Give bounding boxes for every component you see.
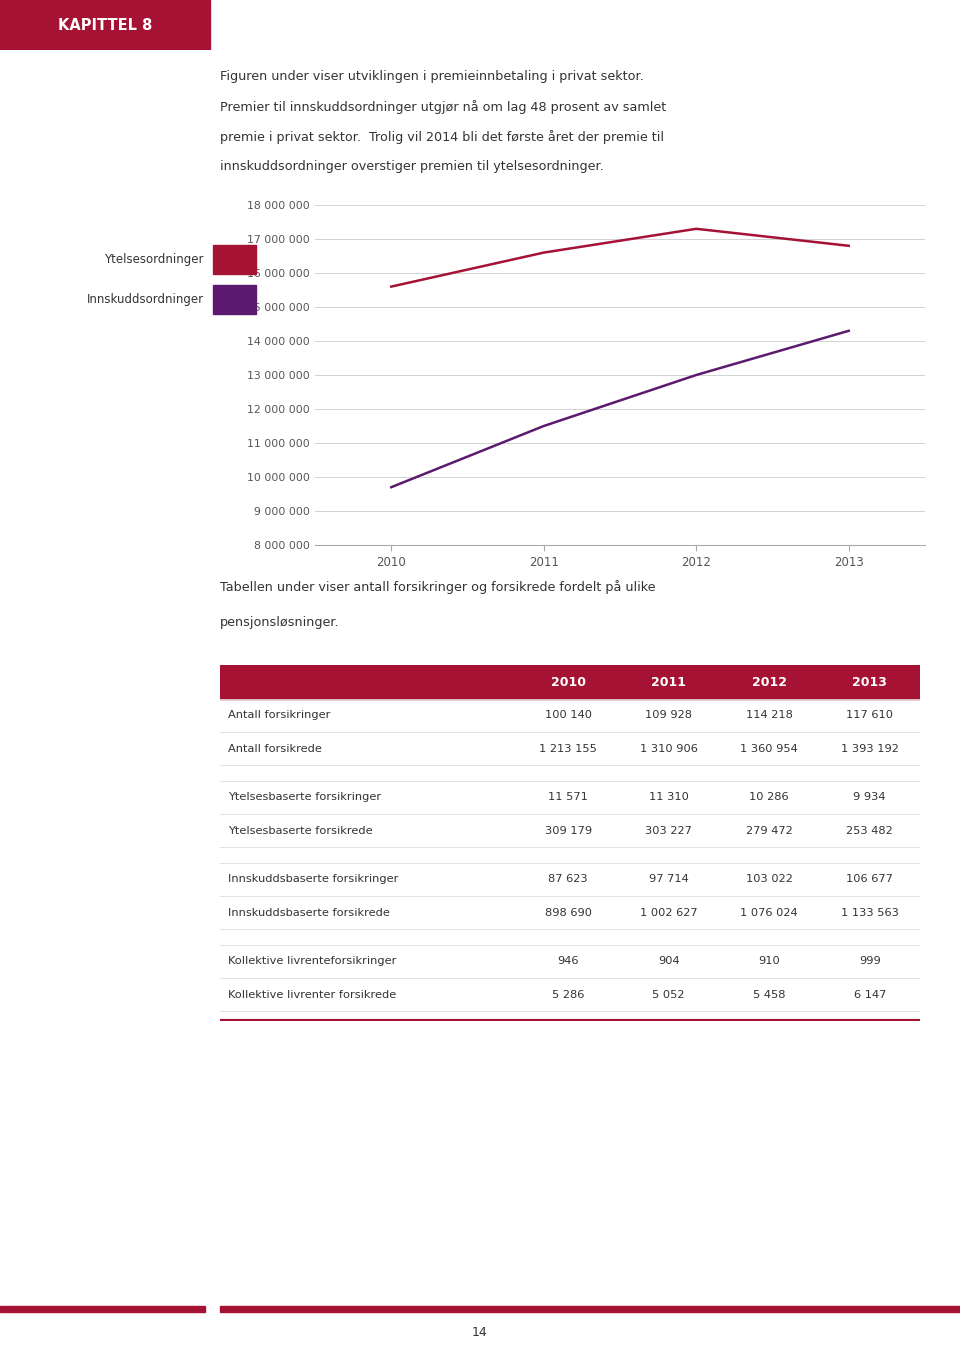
Text: pensjonsløsninger.: pensjonsløsninger. (220, 617, 340, 629)
Text: 5 052: 5 052 (653, 990, 685, 999)
Text: 253 482: 253 482 (847, 826, 893, 836)
Text: 910: 910 (758, 956, 780, 967)
Text: 5 458: 5 458 (753, 990, 785, 999)
Text: 114 218: 114 218 (746, 711, 793, 721)
Text: 117 610: 117 610 (847, 711, 893, 721)
Text: 898 690: 898 690 (544, 907, 591, 918)
Text: KAPITTEL 8: KAPITTEL 8 (58, 18, 153, 32)
Text: Innskuddsordninger: Innskuddsordninger (86, 293, 204, 306)
Text: PRIVAT KOLLEKTIV PENSJON: PRIVAT KOLLEKTIV PENSJON (230, 18, 463, 32)
Text: Innskuddsbaserte forsikringer: Innskuddsbaserte forsikringer (228, 875, 398, 884)
Text: 11 571: 11 571 (548, 792, 588, 803)
Text: Kollektive livrenter forsikrede: Kollektive livrenter forsikrede (228, 990, 396, 999)
Text: 1 360 954: 1 360 954 (740, 744, 798, 753)
Text: 106 677: 106 677 (847, 875, 893, 884)
Text: 303 227: 303 227 (645, 826, 692, 836)
Bar (220, 1306, 960, 1311)
Text: 87 623: 87 623 (548, 875, 588, 884)
Text: Ytelsesordninger: Ytelsesordninger (104, 253, 204, 266)
Text: 9 934: 9 934 (853, 792, 886, 803)
Text: 999: 999 (859, 956, 880, 967)
Bar (220, 665, 920, 699)
Text: 309 179: 309 179 (544, 826, 591, 836)
Text: 2013: 2013 (852, 676, 887, 688)
Text: premie i privat sektor.  Trolig vil 2014 bli det første året der premie til: premie i privat sektor. Trolig vil 2014 … (220, 130, 664, 143)
Text: Figuren under viser utviklingen i premieinnbetaling i privat sektor.: Figuren under viser utviklingen i premie… (220, 70, 644, 82)
Text: 1 002 627: 1 002 627 (640, 907, 698, 918)
Text: Kollektive livrenteforsikringer: Kollektive livrenteforsikringer (228, 956, 396, 967)
Text: 1 076 024: 1 076 024 (740, 907, 798, 918)
Text: 103 022: 103 022 (746, 875, 793, 884)
Text: 279 472: 279 472 (746, 826, 793, 836)
Text: Antall forsikringer: Antall forsikringer (228, 711, 330, 721)
Bar (213, 285, 256, 314)
Text: innskuddsordninger overstiger premien til ytelsesordninger.: innskuddsordninger overstiger premien ti… (220, 160, 604, 173)
Text: 11 310: 11 310 (649, 792, 688, 803)
Text: Ytelsesbaserte forsikrede: Ytelsesbaserte forsikrede (228, 826, 372, 836)
Text: Tabellen under viser antall forsikringer og forsikrede fordelt på ulike: Tabellen under viser antall forsikringer… (220, 580, 656, 594)
Text: Premier til innskuddsordninger utgjør nå om lag 48 prosent av samlet: Premier til innskuddsordninger utgjør nå… (220, 100, 666, 114)
Text: 2011: 2011 (651, 676, 686, 688)
Text: 946: 946 (558, 956, 579, 967)
Text: 1 213 155: 1 213 155 (540, 744, 597, 753)
Text: 1 393 192: 1 393 192 (841, 744, 899, 753)
Bar (213, 246, 256, 274)
Bar (0, 1306, 205, 1311)
Text: 1 310 906: 1 310 906 (639, 744, 698, 753)
Text: 97 714: 97 714 (649, 875, 688, 884)
Text: 904: 904 (658, 956, 680, 967)
Text: 6 147: 6 147 (853, 990, 886, 999)
Text: Antall forsikrede: Antall forsikrede (228, 744, 322, 753)
Text: 109 928: 109 928 (645, 711, 692, 721)
Text: 2010: 2010 (551, 676, 586, 688)
Text: 5 286: 5 286 (552, 990, 585, 999)
Text: 10 286: 10 286 (750, 792, 789, 803)
Bar (0, 0, 210, 50)
Text: 1 133 563: 1 133 563 (841, 907, 899, 918)
Text: Innskuddsbaserte forsikrede: Innskuddsbaserte forsikrede (228, 907, 390, 918)
Text: Ytelsesbaserte forsikringer: Ytelsesbaserte forsikringer (228, 792, 381, 803)
Text: 100 140: 100 140 (544, 711, 591, 721)
Text: 2012: 2012 (752, 676, 787, 688)
Text: 14: 14 (472, 1325, 488, 1338)
